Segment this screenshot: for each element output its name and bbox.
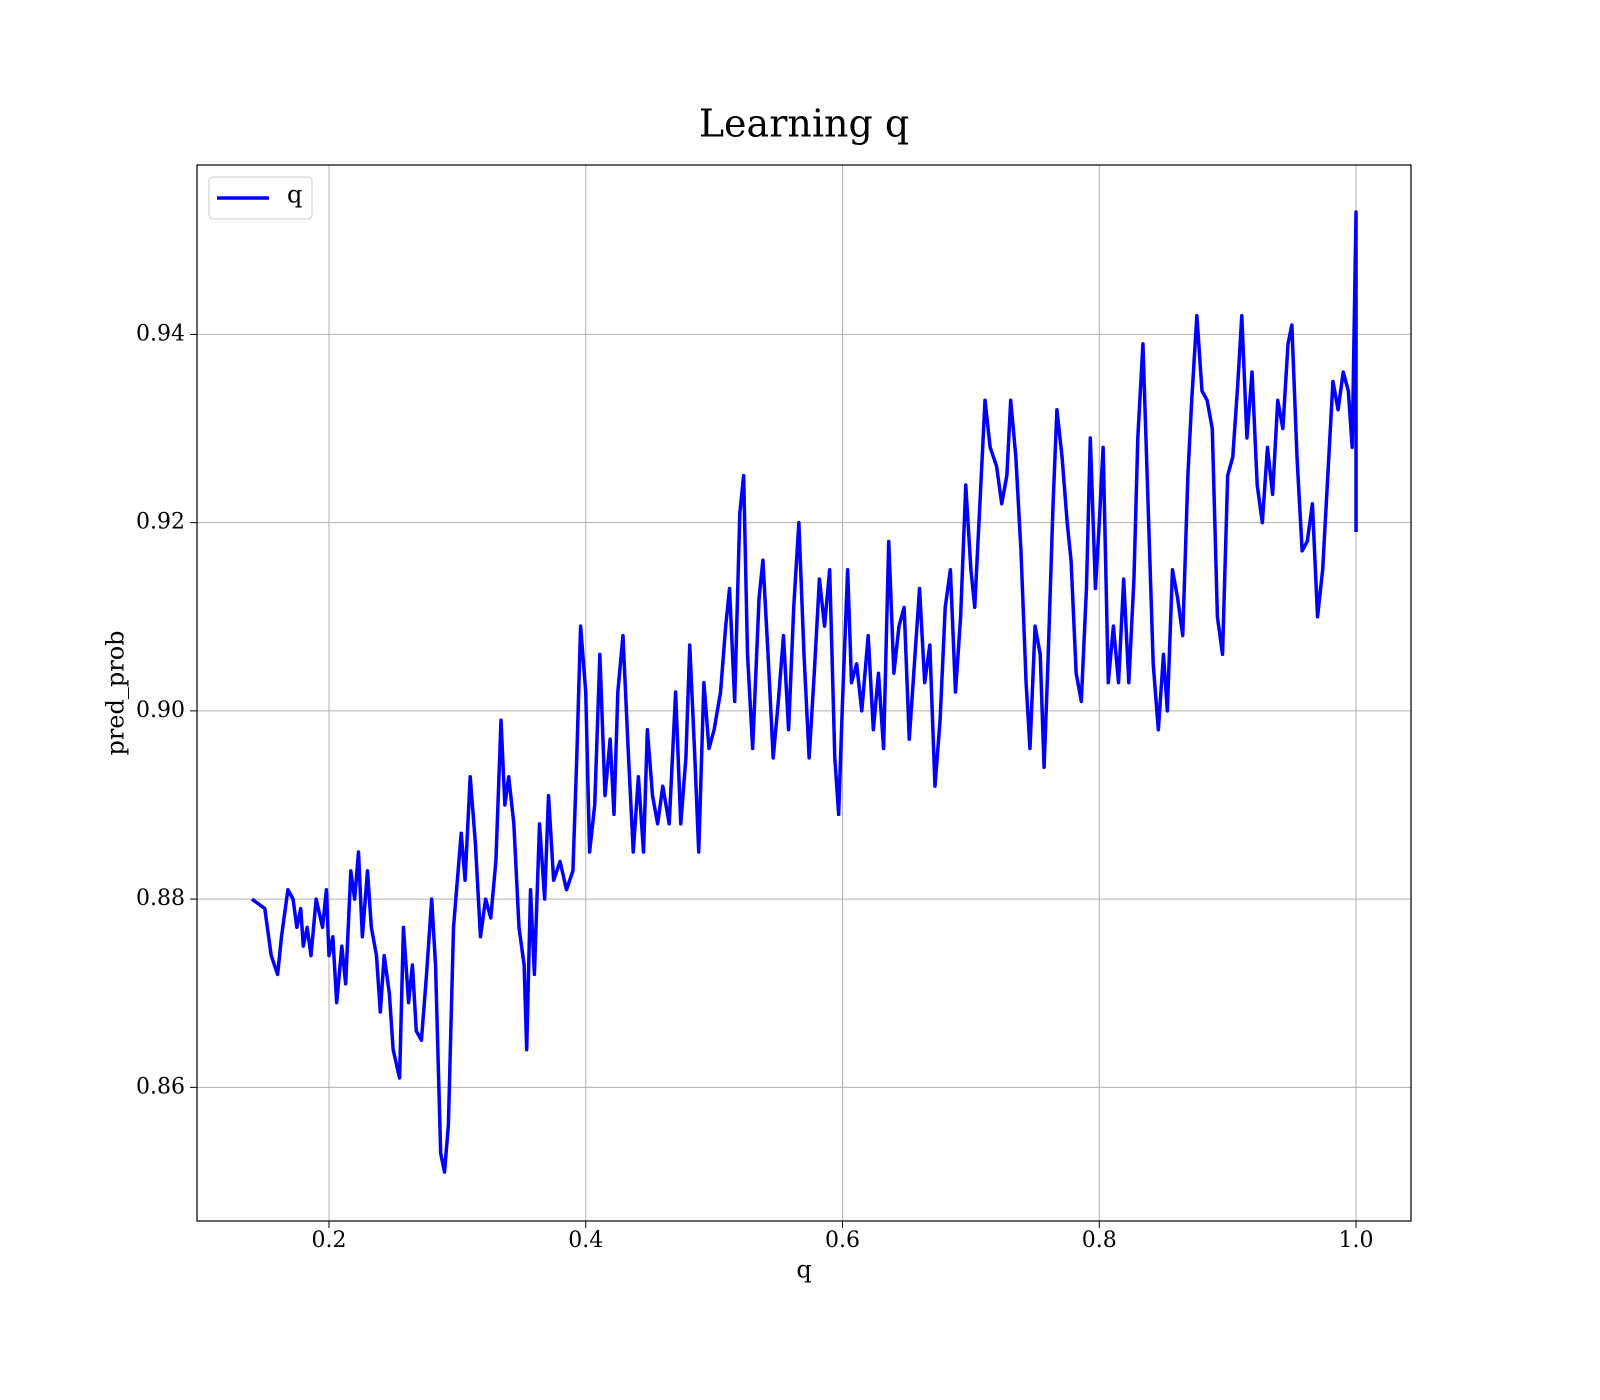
y-tick-label: 0.92	[136, 510, 185, 535]
y-tick-label: 0.88	[136, 886, 185, 911]
chart-title: Learning q	[699, 102, 909, 146]
data-line	[250, 210, 1358, 1174]
legend-label: q	[287, 181, 302, 209]
y-tick-label: 0.94	[136, 321, 185, 346]
x-tick-label: 0.8	[1082, 1228, 1117, 1253]
x-tick-label: 0.6	[825, 1228, 860, 1253]
x-tick-label: 0.2	[311, 1228, 346, 1253]
x-tick-label: 0.4	[568, 1228, 603, 1253]
x-tick-label: 1.0	[1339, 1228, 1374, 1253]
plot-frame	[196, 164, 1412, 1222]
y-tick-label: 0.86	[136, 1074, 185, 1099]
y-axis-label: pred_prob	[102, 630, 130, 755]
y-tick-label: 0.90	[136, 698, 185, 723]
x-axis-label: q	[796, 1256, 811, 1284]
